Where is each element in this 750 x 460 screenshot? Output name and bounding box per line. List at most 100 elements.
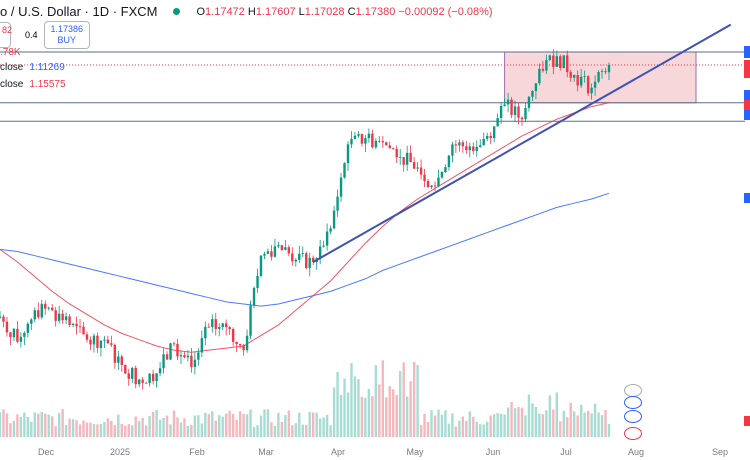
volume-bar <box>85 422 89 437</box>
volume-bar <box>57 412 61 437</box>
candle-body <box>468 146 471 151</box>
candle-body <box>71 323 75 325</box>
candle-body <box>82 326 85 335</box>
candle-body <box>336 196 339 211</box>
candle-body <box>134 367 137 385</box>
candle-body <box>16 328 19 342</box>
ma200-indicator[interactable]: close 1.11269 <box>0 62 65 73</box>
candle-body <box>273 246 277 257</box>
candle-body <box>552 55 555 67</box>
sell-button[interactable]: 82 <box>0 22 12 48</box>
volume-bar <box>68 418 71 437</box>
candle-body <box>51 307 54 311</box>
candle-body <box>423 174 426 182</box>
candle-body <box>305 253 308 269</box>
price-label-ma50 <box>744 100 750 110</box>
volume-bar <box>360 396 364 437</box>
candle-body <box>113 344 117 363</box>
event-eu-flag-icon[interactable] <box>624 410 642 423</box>
candle-body <box>583 76 586 78</box>
candle-body <box>534 83 538 91</box>
volume-bar <box>225 413 228 437</box>
candle-body <box>559 56 562 69</box>
volume-bar <box>89 422 92 437</box>
candle-body <box>395 149 398 158</box>
volume-bar <box>503 414 506 437</box>
trend-line <box>312 23 732 263</box>
volume-bar <box>82 420 85 437</box>
candle-body <box>586 76 590 94</box>
volume-bar <box>405 396 409 437</box>
volume-bar <box>486 421 489 437</box>
volume-bar <box>520 407 524 437</box>
volume-bar <box>242 413 245 437</box>
candle-body <box>308 257 311 269</box>
volume-bar <box>489 415 492 437</box>
price-label-box-bottom <box>744 90 750 100</box>
candle-body <box>329 228 332 232</box>
buy-button[interactable]: 1.17386 BUY <box>43 21 91 49</box>
volume-indicator[interactable]: .78K <box>0 47 21 58</box>
volume-bar <box>26 416 30 437</box>
volume-bar <box>381 360 384 437</box>
candle-body <box>131 367 134 379</box>
candle-body <box>197 352 200 360</box>
volume-bar <box>33 412 36 437</box>
volume-bar <box>437 409 440 437</box>
volume-bar <box>566 417 569 437</box>
volume-bar <box>263 409 266 437</box>
volume-bar <box>238 411 242 437</box>
candle-body <box>405 152 409 165</box>
volume-bar <box>186 425 190 437</box>
symbol-title[interactable]: o / U.S. Dollar · 1D · FXCM <box>0 4 158 19</box>
candle-body <box>287 247 291 254</box>
volume-bar <box>61 409 64 437</box>
candle-body <box>211 319 214 328</box>
volume-bar <box>23 412 26 437</box>
candle-body <box>378 140 381 142</box>
volume-bar <box>388 386 391 437</box>
volume-bar <box>506 407 510 437</box>
candle-body <box>527 96 531 108</box>
candle-body <box>207 326 210 328</box>
volume-bar <box>249 409 252 437</box>
volume-bar <box>600 415 604 437</box>
volume-bar <box>148 416 151 437</box>
candle-body <box>545 60 548 71</box>
ohlc-values: O1.17472 H1.17607 L1.17028 C1.17380 −0.0… <box>196 5 493 18</box>
volume-bar <box>312 412 315 437</box>
candle-body <box>489 135 492 139</box>
candle-body <box>433 185 437 187</box>
candle-body <box>61 313 64 321</box>
candle-body <box>294 259 297 262</box>
candle-body <box>2 316 5 322</box>
volume-bar <box>374 365 378 437</box>
volume-bar <box>75 420 78 437</box>
candle-body <box>371 133 374 148</box>
candle-body <box>120 356 123 365</box>
event-us-flag-icon[interactable] <box>624 427 642 440</box>
candle-body <box>590 87 593 94</box>
candle-body <box>57 313 61 321</box>
candle-body <box>503 104 506 106</box>
candle-body <box>593 81 597 88</box>
candle-body <box>0 316 2 319</box>
volume-bar <box>280 421 284 437</box>
volume-bar <box>211 411 214 437</box>
candle-body <box>155 373 158 382</box>
volume-bar <box>256 425 259 437</box>
volume-bar <box>44 413 47 437</box>
candle-body <box>190 355 193 367</box>
event-icon[interactable] <box>624 396 642 409</box>
candle-body <box>270 251 273 257</box>
volume-bar <box>305 424 308 437</box>
volume-bar <box>416 364 419 437</box>
candle-body <box>231 329 235 342</box>
ma50-indicator[interactable]: close 1.15575 <box>0 79 66 90</box>
candle-body <box>388 145 391 149</box>
volume-bar <box>235 419 238 437</box>
candle-body <box>506 99 510 105</box>
volume-bar <box>451 413 454 437</box>
candle-body <box>475 146 478 151</box>
